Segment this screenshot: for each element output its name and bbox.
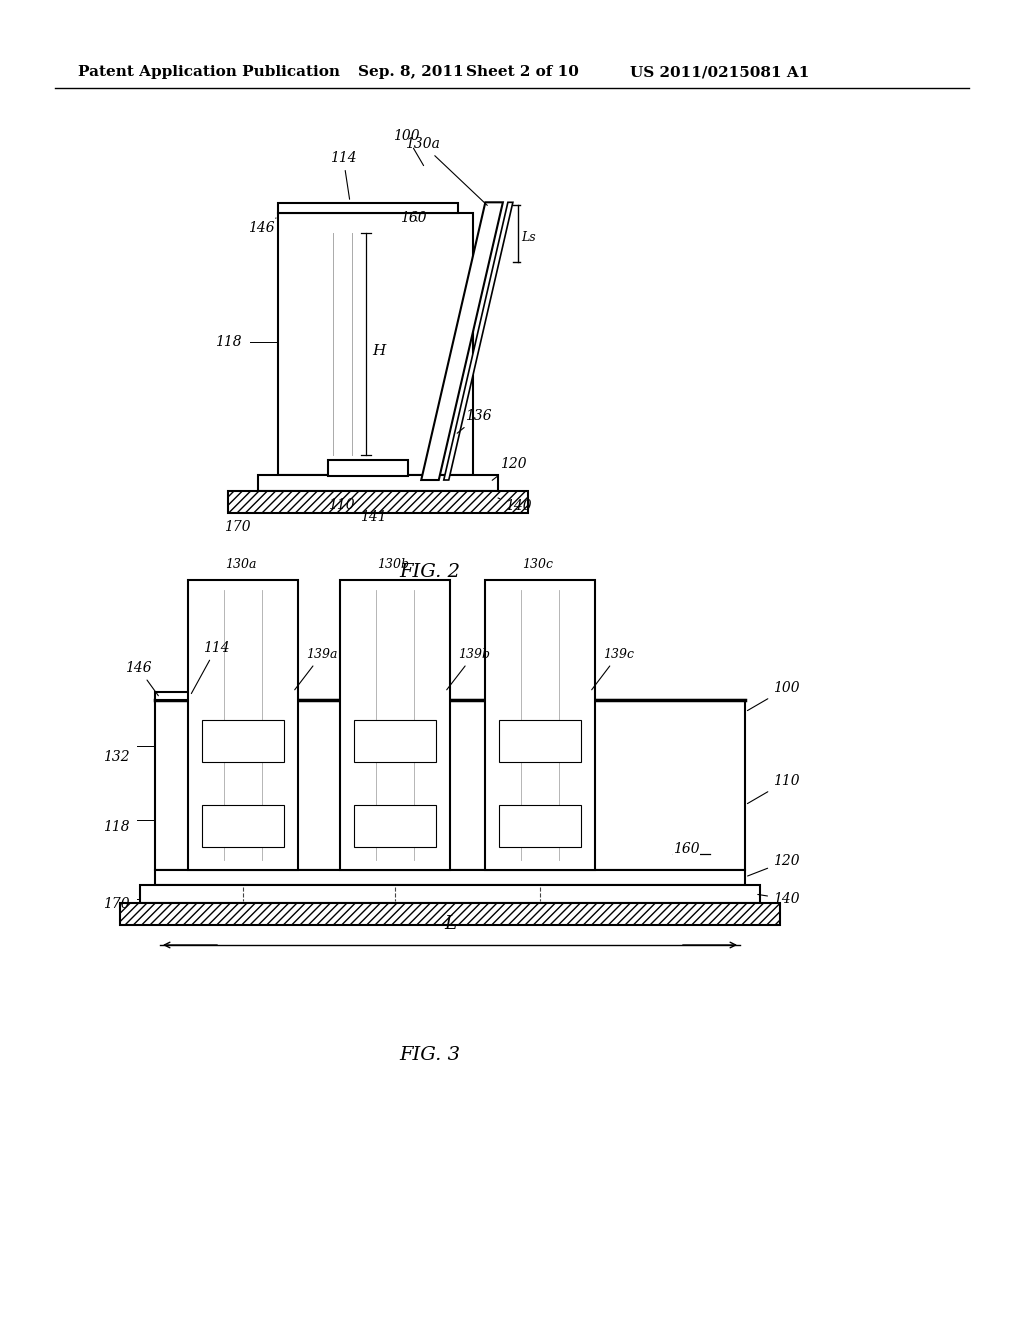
Polygon shape (421, 202, 503, 480)
Text: 114: 114 (191, 642, 229, 693)
Text: L: L (444, 915, 456, 933)
Text: 136: 136 (457, 409, 492, 433)
Text: 141: 141 (360, 510, 387, 524)
Bar (354, 719, 436, 762)
Text: Ls: Ls (521, 231, 536, 244)
Text: 130a: 130a (406, 137, 487, 206)
Text: 130c: 130c (522, 558, 553, 572)
Text: 146: 146 (248, 218, 276, 235)
Text: 100: 100 (393, 129, 424, 165)
Bar (202, 719, 284, 762)
Bar (485, 579, 595, 870)
Text: 146: 146 (125, 661, 159, 696)
Bar (188, 579, 298, 870)
Bar (328, 459, 408, 477)
Text: 170: 170 (103, 898, 130, 911)
Bar (354, 805, 436, 847)
Text: Sep. 8, 2011: Sep. 8, 2011 (358, 65, 464, 79)
Bar (202, 805, 284, 847)
Text: 132: 132 (103, 750, 130, 764)
Text: 130b: 130b (377, 558, 409, 572)
Text: 160: 160 (673, 842, 699, 855)
Bar (278, 203, 458, 213)
Text: 100: 100 (748, 681, 800, 710)
Bar (499, 719, 581, 762)
Text: 139b: 139b (446, 648, 490, 690)
Bar (140, 884, 760, 903)
Text: FIG. 2: FIG. 2 (399, 564, 461, 581)
Text: 140: 140 (498, 498, 531, 513)
Text: 110: 110 (328, 498, 354, 512)
Text: 120: 120 (748, 854, 800, 876)
Bar (258, 475, 498, 491)
Bar (120, 903, 780, 925)
Text: 118: 118 (215, 335, 242, 348)
Text: 118: 118 (103, 820, 130, 834)
Text: 139c: 139c (592, 648, 634, 690)
Bar (278, 213, 473, 475)
Bar (499, 805, 581, 847)
Text: 139a: 139a (295, 648, 338, 690)
Text: 170: 170 (224, 520, 251, 535)
Text: 110: 110 (748, 774, 800, 804)
Bar (155, 870, 745, 884)
Text: US 2011/0215081 A1: US 2011/0215081 A1 (630, 65, 809, 79)
Polygon shape (443, 202, 513, 480)
Text: Sheet 2 of 10: Sheet 2 of 10 (466, 65, 579, 79)
Text: 140: 140 (758, 892, 800, 906)
Text: 120: 120 (493, 457, 526, 480)
Text: Patent Application Publication: Patent Application Publication (78, 65, 340, 79)
Text: 130a: 130a (225, 558, 256, 572)
Bar (228, 491, 528, 513)
Text: FIG. 3: FIG. 3 (399, 1045, 461, 1064)
Bar (155, 700, 745, 870)
Text: 114: 114 (330, 150, 356, 199)
Bar (155, 692, 203, 700)
Text: H: H (372, 345, 385, 358)
Bar (340, 579, 450, 870)
Text: 160: 160 (400, 211, 427, 224)
